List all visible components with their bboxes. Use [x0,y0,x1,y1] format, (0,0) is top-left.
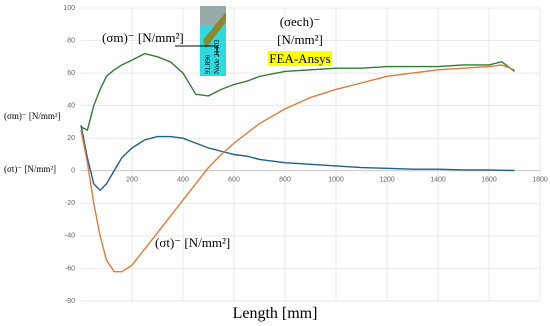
inset-node: Node 21403 [213,39,221,74]
series-line [80,125,515,192]
y-tick-label: 60 [67,70,75,77]
y-tick-label: 0 [71,168,75,175]
x-tick-label: 200 [126,177,138,184]
inset-hatch [203,12,226,48]
annotation: (σm)⁻ [N/mm²] [102,30,184,45]
y-tick-label: 40 [67,103,75,110]
x-tick-label: 1200 [379,177,395,184]
x-tick-label: 400 [177,177,189,184]
leader [175,45,218,55]
highlight [268,51,332,66]
inset-value: 91.896 [204,54,212,74]
annotation: (σt)⁻ [N/mm²] [155,235,230,250]
y-tick-label: 80 [67,37,75,44]
y-tick-label: -60 [65,265,75,272]
y-tick-label: 100 [63,5,75,12]
y-tick-label: -80 [65,298,75,305]
axis-series-label: (σm)⁻ [N/mm²] [4,111,61,121]
x-tick-label: 800 [279,177,291,184]
y-tick-label: -20 [65,200,75,207]
y-tick-label: -40 [65,233,75,240]
series-line [80,52,515,132]
annotation: FEA-Ansys [269,51,330,66]
x-tick-label: 600 [228,177,240,184]
y-tick-label: 20 [67,135,75,142]
series-line [80,64,515,273]
axis-series-label: (σt)⁻ [N/mm²] [4,164,56,174]
x-tick-label: 1000 [328,177,344,184]
x-tick-label: 1400 [430,177,446,184]
annotation: (σech)⁻ [280,14,321,29]
x-tick-label: 1800 [532,177,548,184]
x-axis-title: Length [mm] [233,305,318,322]
annotation: [N/mm²] [277,32,323,47]
x-tick-label: 1600 [481,177,497,184]
